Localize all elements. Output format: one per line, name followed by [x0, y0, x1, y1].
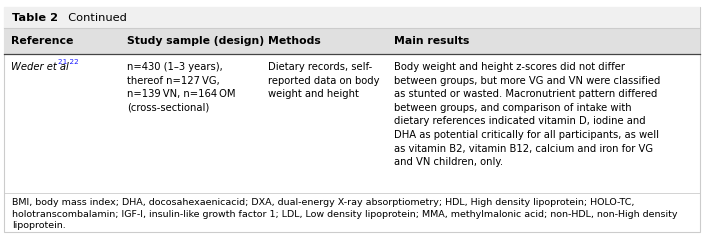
Text: n=430 (1–3 years),
thereof n=127 VG,
n=139 VN, n=164 OM
(cross-sectional): n=430 (1–3 years), thereof n=127 VG, n=1… — [127, 62, 235, 113]
Text: Dietary records, self-
reported data on body
weight and height: Dietary records, self- reported data on … — [268, 62, 379, 99]
Text: 21 22: 21 22 — [58, 58, 79, 65]
Bar — [4, 7, 700, 28]
Bar — [4, 28, 700, 54]
Text: BMI, body mass index; DHA, docosahexaenicacid; DXA, dual-energy X-ray absorptiom: BMI, body mass index; DHA, docosahexaeni… — [12, 198, 677, 230]
Text: Body weight and height z-scores did not differ
between groups, but more VG and V: Body weight and height z-scores did not … — [394, 62, 660, 167]
Text: Reference: Reference — [11, 36, 73, 46]
Text: Table 2: Table 2 — [12, 13, 58, 22]
Text: Weder et al: Weder et al — [11, 62, 68, 72]
Text: Continued: Continued — [61, 13, 127, 22]
Text: Study sample (design): Study sample (design) — [127, 36, 264, 46]
Text: Methods: Methods — [268, 36, 320, 46]
Text: Main results: Main results — [394, 36, 470, 46]
